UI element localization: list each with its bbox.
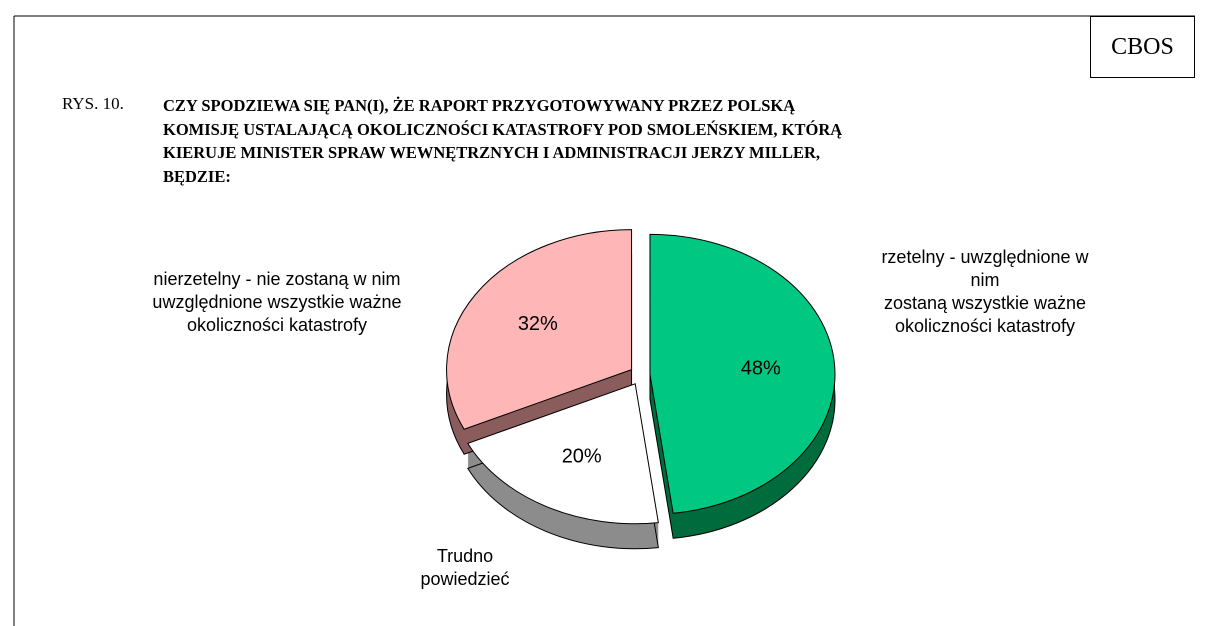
brand: CBOS: [1090, 16, 1195, 78]
slice: [446, 229, 633, 430]
value-label: 20%: [562, 446, 602, 468]
slice: [467, 383, 659, 525]
category-label: rzetelny - uwzględnione w nim zostaną ws…: [881, 247, 1089, 336]
figure-label: RYS. 10.: [62, 94, 124, 113]
slice: [649, 233, 836, 514]
category-label: Trudno powiedzieć: [420, 546, 510, 589]
value-label: 32%: [518, 313, 558, 335]
category-label: nierzetelny - nie zostaną w nim uwzględn…: [152, 269, 402, 335]
value-label: 48%: [741, 357, 781, 379]
chart-title: CZY SPODZIEWA SIĘ PAN(I), ŻE RAPORT PRZY…: [163, 96, 843, 186]
slice-side-outline: [467, 408, 659, 550]
